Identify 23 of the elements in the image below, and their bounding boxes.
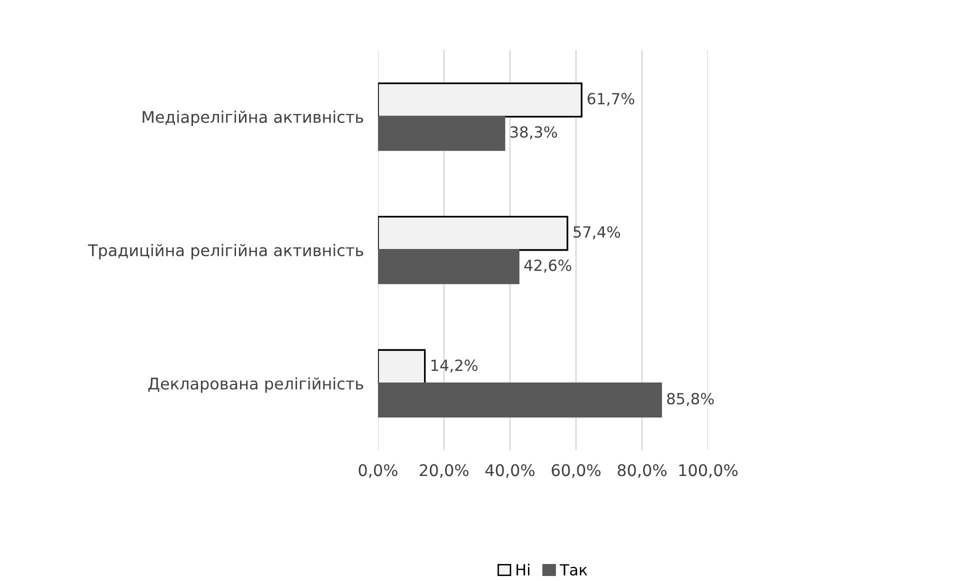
x-tick-label: 100,0% <box>679 464 738 478</box>
legend-label: Ні <box>516 564 530 576</box>
y-tick-label: Медіарелігійна активність <box>142 110 364 126</box>
y-tick-label: Традиційна релігійна активність <box>88 244 364 260</box>
data-label: 42,6% <box>524 260 572 273</box>
bar <box>378 116 506 151</box>
bar <box>378 249 520 284</box>
x-tick-label: 20,0% <box>420 464 468 478</box>
bar <box>378 382 662 418</box>
x-tick-label: 40,0% <box>485 464 534 478</box>
data-label: 85,8% <box>667 392 714 406</box>
legend-label: Так <box>560 564 588 576</box>
x-tick-label: 0,0% <box>358 464 398 478</box>
x-tick-label: 60,0% <box>552 464 600 478</box>
data-label: 61,7% <box>588 92 634 106</box>
y-tick-label: Декларована релігійність <box>148 377 364 393</box>
x-tick-label: 80,0% <box>618 464 666 478</box>
bar <box>378 216 568 251</box>
bar <box>378 82 582 118</box>
data-label: 38,3% <box>510 126 558 140</box>
data-label: 14,2% <box>431 360 478 373</box>
data-label: 57,4% <box>574 226 620 240</box>
bar <box>378 349 426 384</box>
